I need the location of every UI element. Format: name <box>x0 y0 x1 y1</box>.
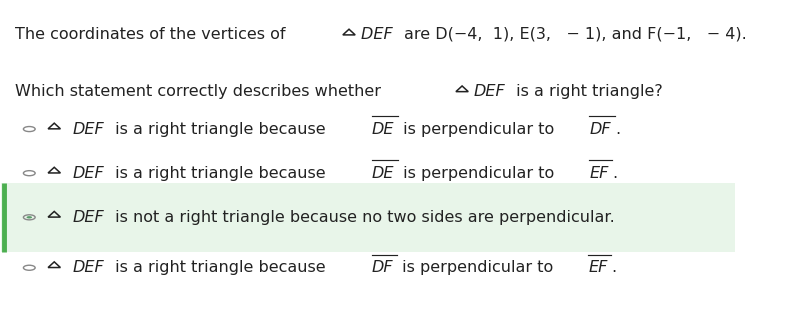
Text: DE: DE <box>371 121 394 136</box>
Text: The coordinates of the vertices of: The coordinates of the vertices of <box>14 27 290 42</box>
Text: EF: EF <box>590 166 609 181</box>
Text: .: . <box>611 260 616 275</box>
Text: are D(−4,  1), E(3,   − 1), and F(−1,   − 4).: are D(−4, 1), E(3, − 1), and F(−1, − 4). <box>405 27 747 42</box>
Text: .: . <box>615 121 620 136</box>
Text: DE: DE <box>371 166 394 181</box>
Text: .: . <box>612 166 618 181</box>
Text: Which statement correctly describes whether: Which statement correctly describes whet… <box>14 84 386 99</box>
Text: DF: DF <box>371 260 393 275</box>
Circle shape <box>26 216 32 218</box>
Text: DEF: DEF <box>73 210 104 225</box>
Text: is a right triangle because: is a right triangle because <box>110 166 331 181</box>
Text: is not a right triangle because no two sides are perpendicular.: is not a right triangle because no two s… <box>110 210 615 225</box>
Text: is perpendicular to: is perpendicular to <box>398 121 559 136</box>
Text: DEF: DEF <box>361 27 398 42</box>
Text: DEF: DEF <box>73 121 104 136</box>
Text: is a right triangle?: is a right triangle? <box>511 84 663 99</box>
Text: EF: EF <box>588 260 607 275</box>
Text: DEF: DEF <box>474 84 506 99</box>
Text: DEF: DEF <box>73 166 104 181</box>
Text: DEF: DEF <box>73 260 104 275</box>
Text: DF: DF <box>590 121 611 136</box>
Text: is perpendicular to: is perpendicular to <box>398 166 559 181</box>
Text: is perpendicular to: is perpendicular to <box>397 260 558 275</box>
Text: is a right triangle because: is a right triangle because <box>110 260 331 275</box>
Text: is a right triangle because: is a right triangle because <box>110 121 331 136</box>
FancyBboxPatch shape <box>2 183 735 252</box>
